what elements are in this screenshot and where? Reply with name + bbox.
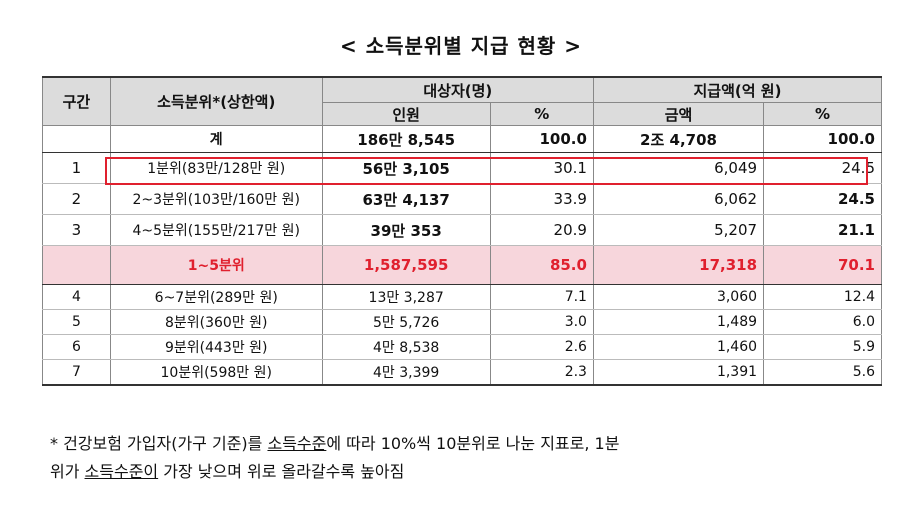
row-count-pct: 20.9 bbox=[489, 214, 594, 246]
row-decile: 10분위(598만 원) bbox=[109, 359, 323, 386]
header-payment-amount: 지급액(억 원) bbox=[592, 76, 883, 103]
total-seg bbox=[42, 125, 111, 153]
payment-status-table: 구간 소득분위*(상한액) 대상자(명) 지급액(억 원) 인원 % 금액 % … bbox=[42, 76, 883, 386]
row-decile: 6~7분위(289만 원) bbox=[109, 284, 323, 310]
row-amount-pct: 24.5 bbox=[763, 183, 882, 215]
row-count-pct: 30.1 bbox=[489, 152, 594, 184]
row-decile: 2~3분위(103만/160만 원) bbox=[109, 183, 323, 215]
table-header-row: 구간 소득분위*(상한액) 대상자(명) 지급액(억 원) bbox=[42, 76, 883, 126]
header-segment: 구간 bbox=[42, 76, 111, 126]
row-amount: 6,062 bbox=[592, 183, 765, 215]
row-count: 4만 8,538 bbox=[321, 334, 491, 360]
row-count: 5만 5,726 bbox=[321, 309, 491, 335]
table-row: 2 2~3분위(103만/160만 원) 63만 4,137 33.9 6,06… bbox=[42, 183, 882, 215]
row-seg: 7 bbox=[42, 359, 111, 386]
table-subheader-row: 인원 % 금액 % bbox=[43, 102, 882, 126]
row-decile: 1분위(83만/128만 원) bbox=[109, 152, 323, 184]
row-seg: 5 bbox=[42, 309, 111, 335]
table-row: 4 6~7분위(289만 원) 13만 3,287 7.1 3,060 12.4 bbox=[42, 284, 882, 310]
footnote-text: 위가 bbox=[50, 462, 85, 481]
footnote-line-2: 위가 소득수준이 가장 낮으며 위로 올라갈수록 높아짐 bbox=[50, 458, 890, 486]
table-row: 7 10분위(598만 원) 4만 3,399 2.3 1,391 5.6 bbox=[42, 359, 882, 386]
row-amount-pct: 5.9 bbox=[763, 334, 882, 360]
row-count: 4만 3,399 bbox=[321, 359, 491, 386]
header-recipients: 대상자(명) bbox=[321, 76, 594, 103]
row-amount-pct: 5.6 bbox=[763, 359, 882, 386]
header-count: 인원 bbox=[321, 102, 491, 126]
row-count-pct: 7.1 bbox=[489, 284, 594, 310]
row-amount-pct: 24.5 bbox=[763, 152, 882, 184]
row-seg: 4 bbox=[42, 284, 111, 310]
row-decile: 8분위(360만 원) bbox=[109, 309, 323, 335]
row-amount-pct: 21.1 bbox=[763, 214, 882, 246]
row-amount: 6,049 bbox=[592, 152, 765, 184]
subtotal-row: 1~5분위 1,587,595 85.0 17,318 70.1 bbox=[42, 245, 882, 285]
footnote-line-1: * 건강보험 가입자(가구 기준)를 소득수준에 따라 10%씩 10분위로 나… bbox=[50, 430, 890, 458]
row-count: 13만 3,287 bbox=[321, 284, 491, 310]
row-amount: 5,207 bbox=[592, 214, 765, 246]
table-row: 6 9분위(443만 원) 4만 8,538 2.6 1,460 5.9 bbox=[42, 334, 882, 360]
subtotal-amount: 17,318 bbox=[592, 245, 765, 285]
row-seg: 6 bbox=[42, 334, 111, 360]
row-amount: 1,460 bbox=[592, 334, 765, 360]
table-row: 5 8분위(360만 원) 5만 5,726 3.0 1,489 6.0 bbox=[42, 309, 882, 335]
subtotal-amount-pct: 70.1 bbox=[763, 245, 882, 285]
row-amount-pct: 12.4 bbox=[763, 284, 882, 310]
footnote-text: 에 따라 10%씩 10분위로 나눈 지표로, 1분 bbox=[326, 434, 620, 453]
total-amount-pct: 100.0 bbox=[763, 125, 882, 153]
header-amount: 금액 bbox=[592, 102, 765, 126]
row-count: 56만 3,105 bbox=[321, 152, 491, 184]
row-seg: 3 bbox=[42, 214, 111, 246]
row-count-pct: 2.6 bbox=[489, 334, 594, 360]
footnote-underline: 소득수준이 bbox=[84, 462, 159, 481]
header-count-pct: % bbox=[489, 102, 594, 126]
row-amount: 1,489 bbox=[592, 309, 765, 335]
subtotal-count-pct: 85.0 bbox=[489, 245, 594, 285]
row-decile: 4~5분위(155만/217만 원) bbox=[109, 214, 323, 246]
total-row: 계 186만 8,545 100.0 2조 4,708 100.0 bbox=[42, 125, 882, 153]
page-title: < 소득분위별 지급 현황 > bbox=[340, 34, 582, 58]
row-count-pct: 3.0 bbox=[489, 309, 594, 335]
table-row: 3 4~5분위(155만/217만 원) 39만 353 20.9 5,207 … bbox=[42, 214, 882, 246]
row-count: 63만 4,137 bbox=[321, 183, 491, 215]
row-decile: 9분위(443만 원) bbox=[109, 334, 323, 360]
total-count-pct: 100.0 bbox=[489, 125, 594, 153]
total-count: 186만 8,545 bbox=[321, 125, 491, 153]
row-count: 39만 353 bbox=[321, 214, 491, 246]
total-amount: 2조 4,708 bbox=[592, 125, 765, 153]
subtotal-count: 1,587,595 bbox=[321, 245, 491, 285]
row-amount-pct: 6.0 bbox=[763, 309, 882, 335]
header-income-decile: 소득분위*(상한액) bbox=[109, 76, 323, 126]
row-count-pct: 33.9 bbox=[489, 183, 594, 215]
row-amount: 3,060 bbox=[592, 284, 765, 310]
header-amount-pct: % bbox=[763, 102, 882, 126]
total-label: 계 bbox=[109, 125, 323, 153]
subtotal-label: 1~5분위 bbox=[109, 245, 323, 285]
footnote: * 건강보험 가입자(가구 기준)를 소득수준에 따라 10%씩 10분위로 나… bbox=[50, 430, 890, 486]
row-seg: 1 bbox=[42, 152, 111, 184]
row-count-pct: 2.3 bbox=[489, 359, 594, 386]
table-row: 1 1분위(83만/128만 원) 56만 3,105 30.1 6,049 2… bbox=[42, 152, 882, 184]
row-amount: 1,391 bbox=[592, 359, 765, 386]
subtotal-seg bbox=[42, 245, 111, 285]
footnote-text: 가장 낮으며 위로 올라갈수록 높아짐 bbox=[158, 462, 405, 481]
footnote-underline: 소득수준 bbox=[267, 434, 327, 453]
row-seg: 2 bbox=[42, 183, 111, 215]
footnote-text: * 건강보험 가입자(가구 기준)를 bbox=[50, 434, 268, 453]
